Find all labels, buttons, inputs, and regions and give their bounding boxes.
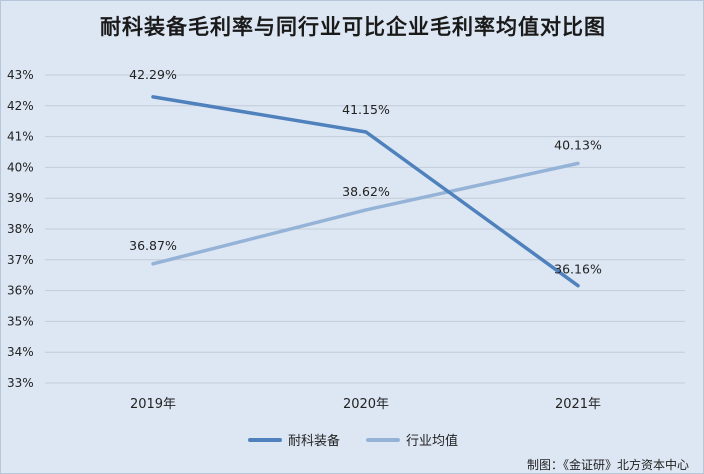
y-tick-label: 33% [7, 376, 34, 390]
data-label: 38.62% [342, 184, 390, 199]
y-tick-label: 34% [7, 345, 34, 359]
y-tick-label: 43% [7, 68, 34, 82]
legend-label: 耐科装备 [287, 434, 340, 449]
legend-swatch [366, 437, 400, 442]
x-tick-label: 2021年 [555, 397, 601, 412]
legend-swatch [247, 437, 282, 442]
data-label: 36.87% [129, 238, 177, 253]
y-tick-label: 36% [7, 284, 34, 298]
source-note: 制图：《金证研》北方资本中心 [526, 458, 689, 472]
x-tick-label: 2019年 [130, 397, 176, 412]
legend-item: 耐科装备 [247, 430, 340, 449]
data-label: 42.29% [129, 67, 177, 82]
x-tick-label: 2020年 [343, 397, 389, 412]
y-tick-label: 42% [7, 99, 34, 113]
y-tick-label: 39% [7, 191, 34, 205]
series-line-industry [151, 161, 580, 266]
chart-title: 耐科装备毛利率与同行业可比企业毛利率均值对比图 [100, 15, 606, 39]
y-tick-label: 35% [7, 314, 34, 328]
y-tick-label: 41% [7, 130, 34, 144]
legend-item: 行业均值 [366, 430, 458, 449]
legend-label: 行业均值 [406, 434, 459, 449]
data-label: 36.16% [554, 262, 602, 277]
y-tick-label: 38% [7, 222, 34, 236]
data-label: 40.13% [554, 137, 602, 152]
legend: 耐科装备 行业均值 [1, 430, 703, 449]
y-tick-label: 37% [7, 253, 34, 267]
y-tick-label: 40% [7, 160, 34, 174]
series-line-company [151, 95, 580, 288]
data-label: 41.15% [342, 102, 390, 117]
